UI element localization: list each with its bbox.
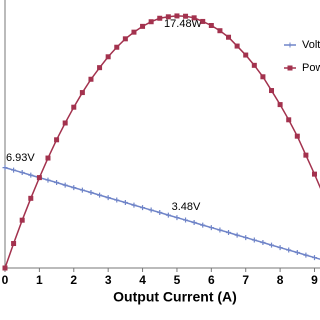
x-tick-label: 7 [242, 273, 249, 287]
x-axis-label: Output Current (A) [113, 289, 237, 305]
marker [251, 62, 257, 68]
marker [269, 242, 275, 248]
x-tick-label: 4 [139, 273, 146, 287]
marker [122, 36, 128, 42]
marker [62, 182, 68, 188]
marker [311, 255, 317, 261]
marker [183, 13, 189, 19]
marker [28, 172, 34, 178]
marker [165, 14, 171, 20]
annotation: 6.93V [6, 152, 35, 164]
marker [2, 165, 8, 171]
marker [200, 222, 206, 228]
marker [131, 202, 137, 208]
marker [226, 34, 232, 40]
marker [277, 102, 283, 108]
marker [122, 200, 128, 206]
marker [191, 15, 197, 21]
marker [311, 171, 317, 177]
marker [62, 120, 68, 126]
marker [36, 175, 42, 181]
marker [174, 13, 180, 19]
marker [234, 232, 240, 238]
marker [131, 29, 137, 35]
marker [2, 265, 8, 271]
marker [79, 187, 85, 193]
legend-label: Voltage [302, 39, 320, 51]
marker [114, 44, 120, 50]
x-tick-label: 8 [277, 273, 284, 287]
marker [260, 74, 266, 80]
marker [97, 65, 103, 71]
x-tick-label: 9 [311, 273, 318, 287]
marker [174, 215, 180, 221]
x-tick-label: 5 [174, 273, 181, 287]
marker [226, 230, 232, 236]
marker [208, 22, 214, 28]
series-line [4, 166, 320, 260]
annotation: 17.48W [164, 18, 203, 30]
marker [243, 235, 249, 241]
marker [140, 205, 146, 211]
marker [140, 23, 146, 29]
marker [148, 19, 154, 25]
annotation: 3.48V [172, 201, 201, 213]
marker [294, 249, 300, 255]
marker [269, 88, 275, 94]
marker [208, 225, 214, 231]
x-tick-label: 3 [105, 273, 112, 287]
series-line [4, 15, 320, 269]
marker [71, 104, 77, 110]
legend-label: Power [302, 62, 320, 74]
marker [79, 90, 85, 96]
marker [11, 167, 17, 173]
marker [277, 245, 283, 251]
marker [114, 197, 120, 203]
marker [148, 207, 154, 213]
x-tick-label: 6 [208, 273, 215, 287]
marker [294, 133, 300, 139]
marker [54, 137, 60, 143]
marker [165, 212, 171, 218]
x-tick-label: 1 [36, 273, 43, 287]
marker [200, 18, 206, 24]
marker [19, 217, 25, 223]
marker [286, 117, 292, 123]
marker [97, 192, 103, 198]
marker [28, 195, 34, 201]
x-tick-label: 2 [70, 273, 77, 287]
marker [88, 76, 94, 82]
marker [260, 240, 266, 246]
legend-marker [287, 65, 293, 71]
marker [251, 237, 257, 243]
marker [105, 195, 111, 201]
x-tick-label: 0 [2, 273, 9, 287]
marker [54, 180, 60, 186]
marker [183, 217, 189, 223]
marker [217, 28, 223, 34]
marker [71, 185, 77, 191]
legend-marker [287, 42, 293, 48]
marker [191, 220, 197, 226]
marker [11, 241, 17, 247]
marker [157, 15, 163, 21]
marker [217, 227, 223, 233]
marker [303, 152, 309, 158]
marker [45, 155, 51, 161]
marker [105, 54, 111, 60]
marker [234, 43, 240, 49]
marker [45, 177, 51, 183]
marker [88, 190, 94, 196]
marker [286, 247, 292, 253]
marker [303, 252, 309, 258]
marker [19, 170, 25, 176]
marker [243, 52, 249, 58]
marker [157, 210, 163, 216]
